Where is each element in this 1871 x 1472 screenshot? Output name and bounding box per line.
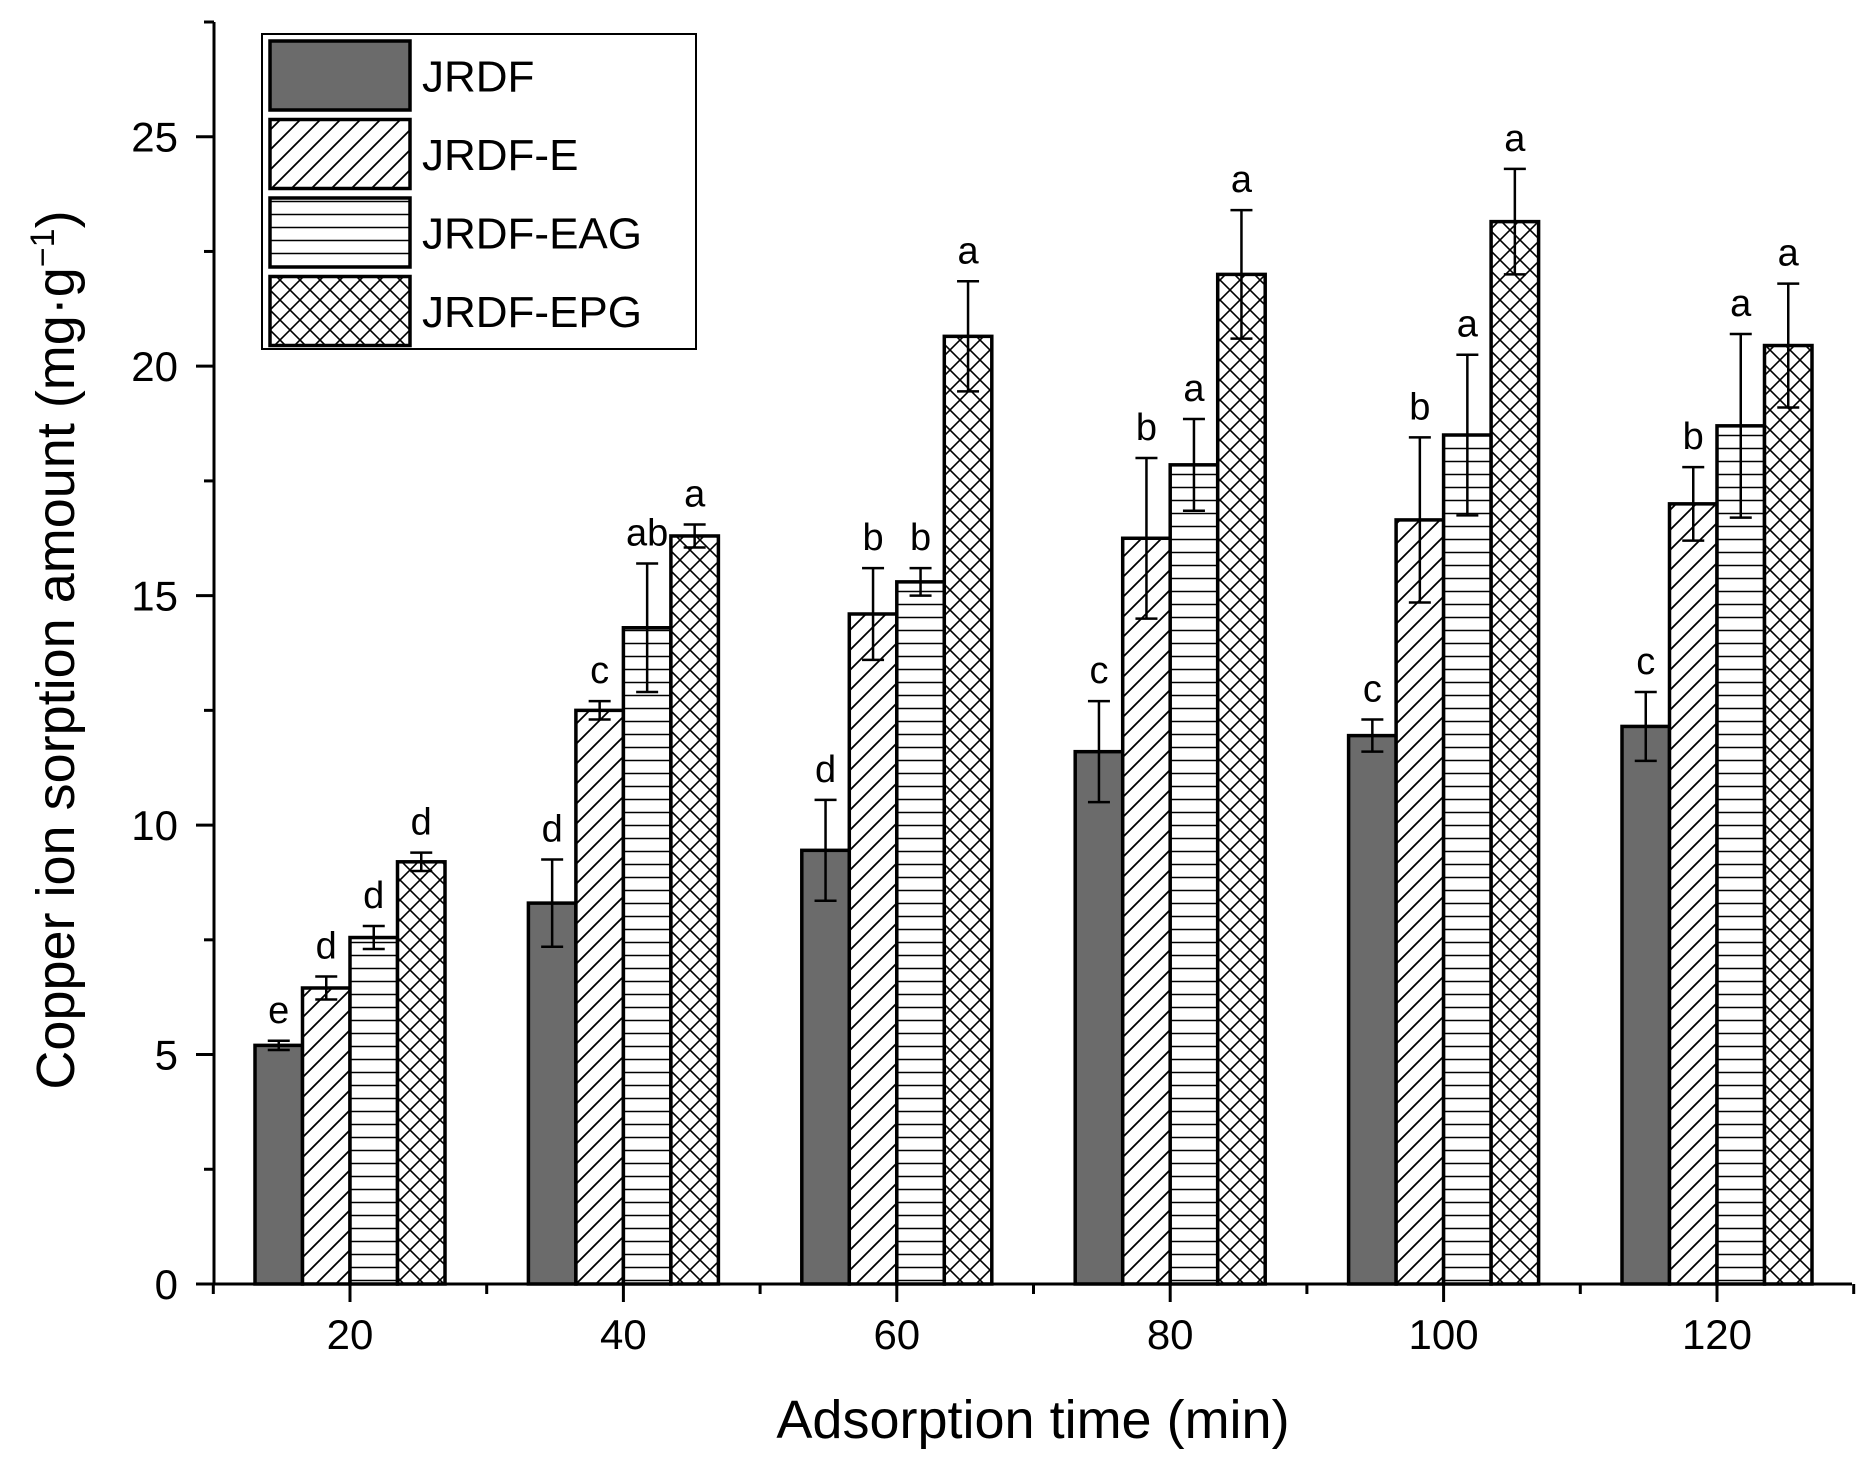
legend-swatch xyxy=(268,39,412,112)
x-tick-label: 20 xyxy=(327,1311,374,1358)
significance-letter: a xyxy=(1183,368,1205,410)
y-axis-title: Copper ion sorption amount (mg·g−1) xyxy=(24,210,86,1089)
bar xyxy=(621,626,673,1286)
legend-label: JRDF-EAG xyxy=(422,210,642,259)
y-tick-label: 5 xyxy=(155,1032,178,1079)
bar xyxy=(574,708,626,1286)
significance-letter: ab xyxy=(626,513,668,555)
y-axis-title-main: Copper ion sorption amount (mg·g xyxy=(26,267,86,1089)
significance-letter: c xyxy=(1363,669,1382,711)
bar xyxy=(1215,272,1267,1286)
significance-letter: b xyxy=(862,517,883,559)
significance-letter: b xyxy=(910,517,931,559)
significance-letter: d xyxy=(815,749,836,791)
x-tick-label: 80 xyxy=(1147,1311,1194,1358)
bar xyxy=(348,935,400,1286)
bar xyxy=(1168,463,1220,1286)
bar xyxy=(800,848,852,1286)
y-tick-label: 10 xyxy=(131,802,178,849)
legend-label: JRDF-EPG xyxy=(422,288,642,337)
bar xyxy=(1346,733,1398,1286)
legend-swatch xyxy=(268,274,412,348)
bar xyxy=(1762,343,1814,1286)
significance-letter: c xyxy=(590,650,609,692)
bar xyxy=(895,580,947,1286)
significance-letter: b xyxy=(1409,386,1430,428)
significance-letter: a xyxy=(1730,283,1752,325)
legend-swatch xyxy=(268,196,412,269)
x-tick-label: 40 xyxy=(600,1311,647,1358)
significance-letter: b xyxy=(1683,416,1704,458)
y-tick-label: 25 xyxy=(131,114,178,161)
significance-letter: d xyxy=(411,802,432,844)
bar xyxy=(1441,433,1493,1286)
y-ticks: 0 5 10 15 20 25 xyxy=(131,20,214,1308)
bar xyxy=(942,334,994,1286)
bar xyxy=(526,901,578,1286)
significance-letter: a xyxy=(684,474,706,516)
bar xyxy=(395,860,447,1286)
significance-letter: c xyxy=(1089,650,1108,692)
bar xyxy=(1667,502,1719,1286)
y-axis-title-close: ) xyxy=(26,210,86,228)
significance-letter: c xyxy=(1636,641,1655,683)
y-tick-label: 0 xyxy=(155,1261,178,1308)
significance-letter: b xyxy=(1136,407,1157,449)
bar xyxy=(1620,724,1672,1286)
bar xyxy=(253,1043,305,1286)
x-ticks: 20 40 60 80 100 120 xyxy=(211,1284,1856,1358)
significance-letter: a xyxy=(1231,159,1253,201)
significance-letter: a xyxy=(1778,233,1800,275)
significance-letter: a xyxy=(1504,118,1526,160)
significance-letter: a xyxy=(1457,304,1479,346)
significance-letter: d xyxy=(363,875,384,917)
significance-letter: d xyxy=(542,809,563,851)
x-axis-title: Adsorption time (min) xyxy=(776,1390,1289,1450)
bar xyxy=(1394,518,1446,1286)
significance-letter: a xyxy=(957,230,979,272)
bar xyxy=(300,986,352,1286)
x-tick-label: 120 xyxy=(1682,1311,1752,1358)
x-tick-label: 60 xyxy=(873,1311,920,1358)
y-tick-label: 20 xyxy=(131,343,178,390)
y-axis-title-sup: −1 xyxy=(24,228,62,267)
y-tick-label: 15 xyxy=(131,573,178,620)
legend: JRDF JRDF-E JRDF-EAG JRDF-EPG xyxy=(261,33,697,350)
bar xyxy=(669,534,721,1286)
legend-swatch xyxy=(268,117,412,191)
bar xyxy=(1715,424,1767,1286)
bar xyxy=(1120,536,1172,1286)
bar xyxy=(847,612,899,1286)
bar xyxy=(1489,219,1541,1286)
significance-letter: e xyxy=(268,990,289,1032)
legend-label: JRDF xyxy=(422,53,534,102)
x-tick-label: 100 xyxy=(1409,1311,1479,1358)
bar xyxy=(1073,749,1125,1286)
significance-letter: d xyxy=(316,926,337,968)
legend-label: JRDF-E xyxy=(422,131,578,180)
